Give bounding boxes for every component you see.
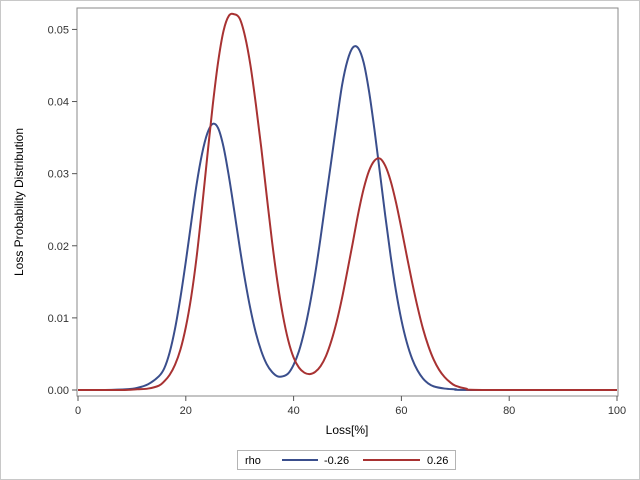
legend: rho -0.26 0.26 (237, 450, 456, 470)
y-tick-label: 0.01 (48, 313, 69, 325)
x-tick-label: 80 (503, 405, 515, 417)
y-tick-label: 0.00 (48, 385, 69, 397)
legend-title: rho (245, 455, 261, 467)
x-tick-label: 60 (395, 405, 407, 417)
y-tick-label: 0.02 (48, 241, 69, 253)
x-tick-label: 100 (608, 405, 626, 417)
y-axis-label: Loss Probability Distribution (12, 128, 26, 276)
legend-label-series-2: 0.26 (427, 455, 448, 467)
x-tick-label: 40 (287, 405, 299, 417)
legend-label-series-1: -0.26 (324, 455, 349, 467)
x-axis-label: Loss[%] (326, 423, 369, 437)
series-line-1 (78, 45, 617, 392)
x-tick-label: 20 (180, 405, 192, 417)
y-tick-label: 0.03 (48, 169, 69, 181)
y-tick-label: 0.04 (48, 97, 69, 109)
y-axis: 0.00 0.01 0.02 0.03 0.04 0.05 (48, 24, 77, 397)
series-lines (78, 12, 617, 392)
x-axis: 0 20 40 60 80 100 (75, 396, 626, 417)
x-tick-label: 0 (75, 405, 81, 417)
y-tick-label: 0.05 (48, 24, 69, 36)
series-line-2 (78, 12, 617, 391)
plot-area-frame (76, 7, 619, 397)
legend-box (237, 450, 456, 470)
